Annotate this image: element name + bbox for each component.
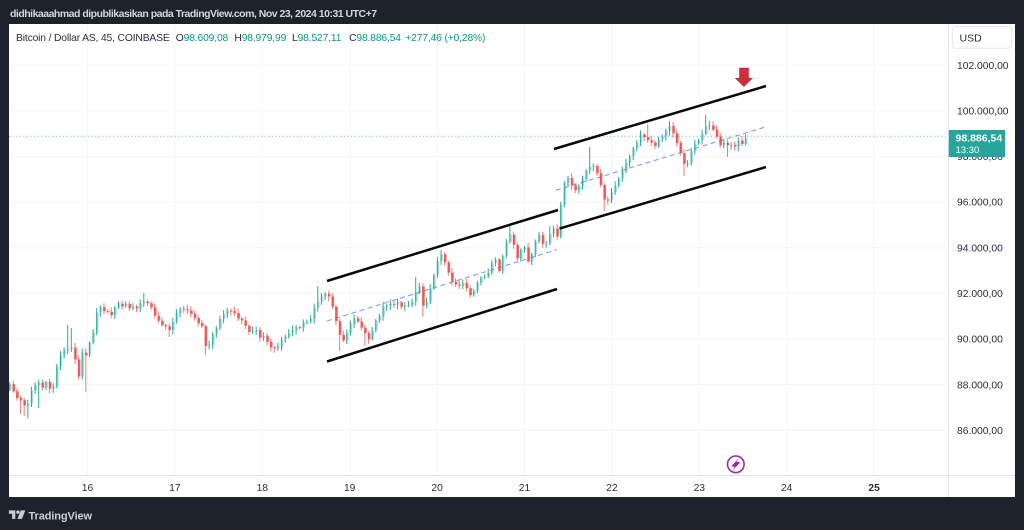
svg-text:100.000,00: 100.000,00 bbox=[957, 107, 1009, 118]
svg-text:18: 18 bbox=[257, 483, 269, 494]
svg-text:88.000,00: 88.000,00 bbox=[957, 380, 1003, 391]
svg-text:94.000,00: 94.000,00 bbox=[957, 243, 1003, 254]
svg-text:102.000,00: 102.000,00 bbox=[957, 61, 1009, 72]
svg-text:92.000,00: 92.000,00 bbox=[957, 289, 1003, 300]
svg-text:+277,46 (+0,28%): +277,46 (+0,28%) bbox=[405, 33, 485, 44]
svg-text:96.000,00: 96.000,00 bbox=[957, 198, 1003, 209]
svg-text:H98.979,99: H98.979,99 bbox=[234, 33, 286, 44]
svg-text:25: 25 bbox=[868, 483, 880, 494]
svg-text:didhikaaahmad dipublikasikan p: didhikaaahmad dipublikasikan pada Tradin… bbox=[10, 8, 377, 20]
svg-text:19: 19 bbox=[344, 483, 356, 494]
svg-text:L98.527,11: L98.527,11 bbox=[292, 33, 342, 44]
svg-text:17: 17 bbox=[169, 483, 181, 494]
svg-text:22: 22 bbox=[606, 483, 618, 494]
svg-text:24: 24 bbox=[781, 483, 793, 494]
svg-text:21: 21 bbox=[519, 483, 531, 494]
svg-text:98.000,00: 98.000,00 bbox=[957, 152, 1003, 163]
svg-text:16: 16 bbox=[82, 483, 94, 494]
svg-text:USD: USD bbox=[960, 32, 983, 44]
svg-text:90.000,00: 90.000,00 bbox=[957, 335, 1003, 346]
svg-text:86.000,00: 86.000,00 bbox=[957, 426, 1003, 437]
svg-text:O98.609,08: O98.609,08 bbox=[176, 33, 229, 44]
svg-text:Bitcoin / Dollar AS, 45, COINB: Bitcoin / Dollar AS, 45, COINBASE bbox=[16, 33, 170, 44]
svg-text:23: 23 bbox=[694, 483, 706, 494]
svg-text:TradingView: TradingView bbox=[29, 510, 93, 522]
svg-text:98.886,54: 98.886,54 bbox=[956, 133, 1003, 145]
svg-text:20: 20 bbox=[431, 483, 443, 494]
svg-text:C98.886,54: C98.886,54 bbox=[349, 33, 401, 44]
svg-text:13:30: 13:30 bbox=[956, 145, 980, 156]
